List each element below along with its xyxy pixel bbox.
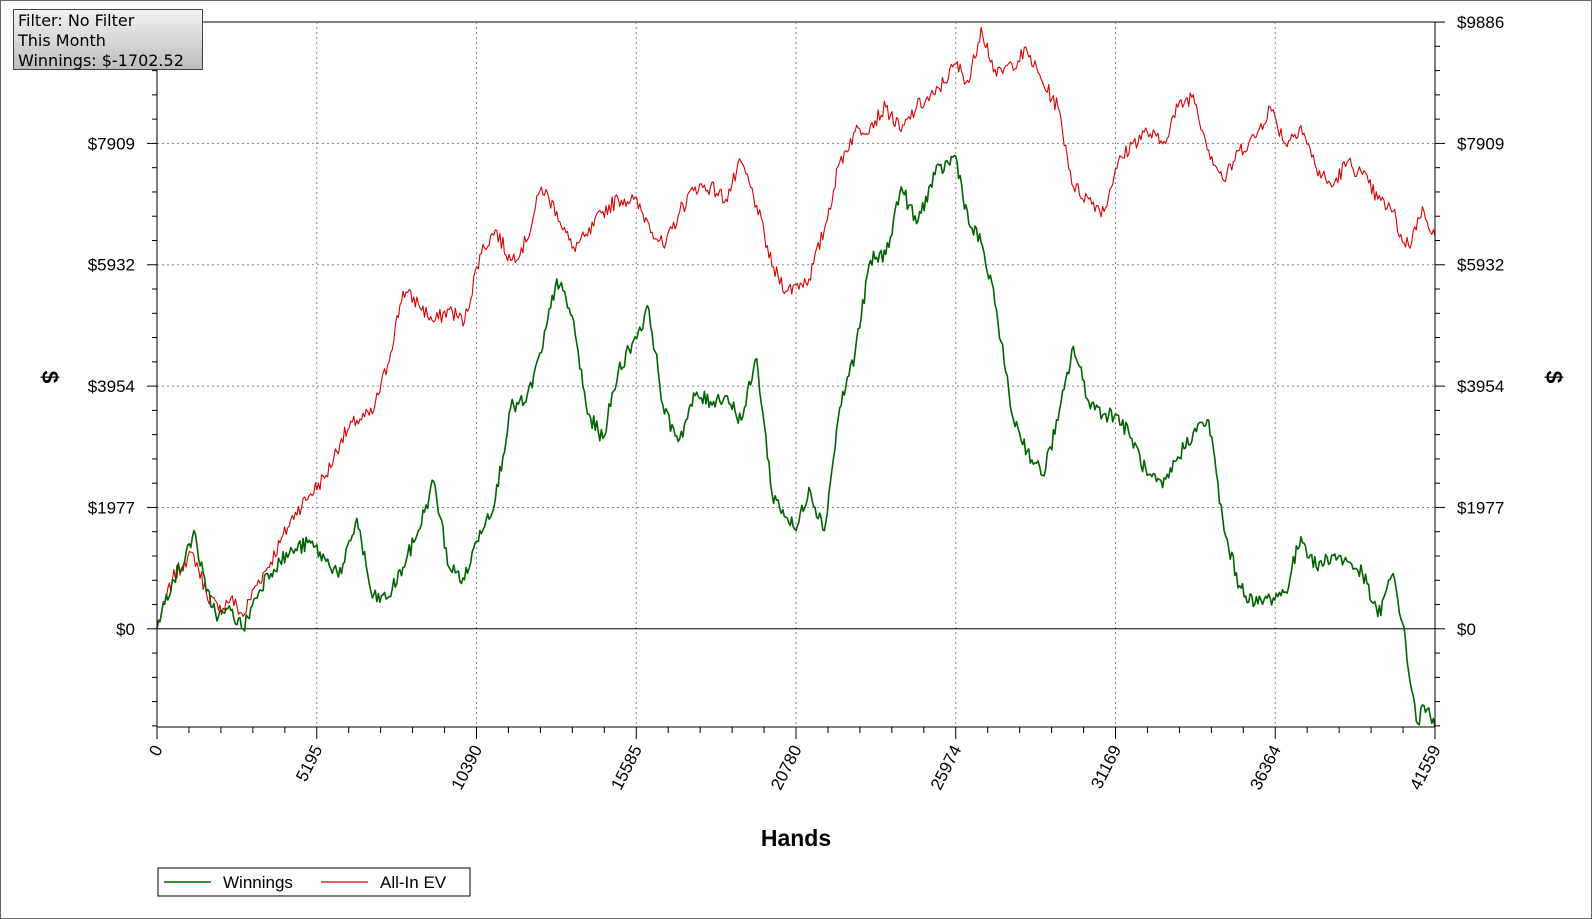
y-axis-title-right: $ — [1541, 371, 1567, 384]
y-tick-label-left: $5932 — [88, 256, 135, 275]
winnings-label: Winnings: $-1702.52 — [18, 51, 184, 70]
x-axis-title: Hands — [761, 825, 831, 851]
y-tick-label-left: $1977 — [88, 498, 135, 517]
y-tick-label-left: $3954 — [88, 377, 135, 396]
x-tick-label: 36364 — [1246, 742, 1284, 793]
x-tick-label: 10390 — [448, 742, 486, 793]
y-tick-label-left: $7909 — [88, 134, 135, 153]
period-label: This Month — [18, 31, 106, 50]
y-tick-label-right: $3954 — [1457, 377, 1504, 396]
x-tick-label: 15585 — [607, 742, 645, 793]
y-tick-label-left: $0 — [116, 620, 135, 639]
y-tick-label-right: $7909 — [1457, 134, 1504, 153]
legend-label-winnings: Winnings — [223, 873, 293, 892]
x-tick-label: 5195 — [292, 742, 326, 784]
series-line-winnings — [156, 154, 1436, 728]
legend-label-allin-ev: All-In EV — [380, 873, 447, 892]
x-tick-label: 31169 — [1087, 742, 1125, 792]
series-line-allin-ev — [156, 26, 1436, 629]
ticks — [147, 21, 1445, 739]
plot-area — [156, 21, 1436, 728]
y-tick-label-right: $5932 — [1457, 256, 1504, 275]
y-tick-label-right: $0 — [1457, 620, 1476, 639]
filter-label: Filter: No Filter — [18, 11, 135, 30]
x-tick-label: 41559 — [1406, 742, 1444, 793]
legend: Winnings All-In EV — [157, 867, 471, 897]
series-group — [156, 26, 1436, 728]
x-tick-label: 25974 — [927, 742, 965, 793]
x-tick-label: 0 — [145, 742, 166, 759]
info-box: Filter: No Filter This Month Winnings: $… — [13, 9, 203, 70]
y-axis-title-left: $ — [37, 371, 63, 384]
x-tick-label: 20780 — [767, 742, 805, 793]
y-tick-label-right: $1977 — [1457, 498, 1504, 517]
y-tick-label-right: $9886 — [1457, 13, 1504, 32]
